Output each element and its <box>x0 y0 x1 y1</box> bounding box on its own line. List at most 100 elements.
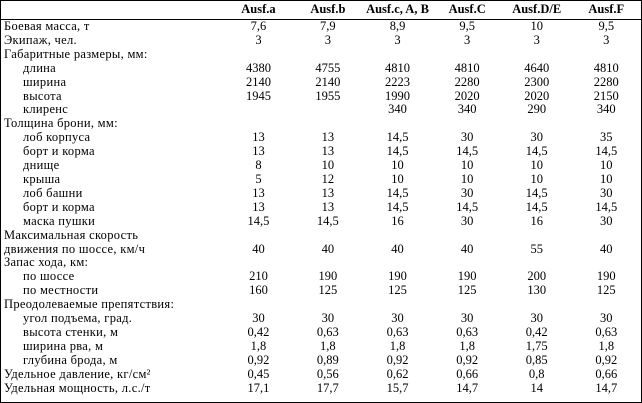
cell: 3 <box>394 32 401 47</box>
cell: 0,63 <box>316 324 339 339</box>
cell: 13 <box>252 144 265 159</box>
cell: 125 <box>318 283 338 298</box>
cell: 2140 <box>245 74 271 89</box>
cell: 1,8 <box>320 338 336 353</box>
cell: 14,5 <box>386 144 409 159</box>
table-row: клиренс 340 340 290 340 <box>1 103 641 117</box>
cell: 10 <box>460 158 474 173</box>
cell: 16 <box>391 213 404 228</box>
row-label: Удельное давление, кг/см² <box>4 366 151 381</box>
cell: 13 <box>321 199 335 214</box>
table-row: глубина брода, м 0,92 0,89 0,92 0,92 0,85 0,92 <box>1 353 641 368</box>
cell: 7,9 <box>320 19 336 33</box>
cell: 13 <box>252 130 265 145</box>
cell: 190 <box>457 269 477 284</box>
row-label: Удельная мощность, л.с./т <box>4 380 151 395</box>
cell: 10 <box>391 171 404 186</box>
cell: 30 <box>460 311 474 326</box>
cell: 210 <box>249 269 268 284</box>
cell: 4640 <box>524 60 550 75</box>
row-label: Боевая масса, т <box>4 19 90 33</box>
cell: 14,5 <box>316 213 339 228</box>
cell: 10 <box>530 158 543 173</box>
cell: 14,5 <box>525 144 548 159</box>
cell: 14,7 <box>456 380 479 395</box>
cell: 14,5 <box>386 199 409 214</box>
cell: 9,5 <box>459 19 475 33</box>
spec-table: Ausf.a Ausf.b Ausf.c, A, B Ausf.C Ausf.D/E Au… <box>1 1 641 395</box>
table-row: по шоссе 210 190 190 190 200 190 <box>1 269 641 284</box>
row-label: длина <box>23 60 57 75</box>
cell: 15,7 <box>386 380 409 395</box>
cell: 2280 <box>454 74 480 89</box>
cell: 0,42 <box>525 324 548 339</box>
table-row: Максимальная скорость движения по шоссе, … <box>1 228 641 257</box>
cell: 16 <box>530 213 543 228</box>
cell: 2150 <box>593 88 619 103</box>
table-row: длина 4380 4755 4810 4810 4640 4810 <box>1 60 641 76</box>
table-row: Преодолеваемые препятствия: <box>1 297 641 312</box>
label-line: движения по шоссе, км/ч <box>4 241 146 256</box>
cell: 190 <box>596 269 616 284</box>
cell: 3 <box>255 32 262 47</box>
row-label: ширина рва, м <box>23 338 104 353</box>
cell: 30 <box>252 311 265 326</box>
cell: 30 <box>530 311 543 326</box>
cell: 0,66 <box>456 366 479 381</box>
table-row: по местности 160 125 125 125 130 125 <box>1 283 641 298</box>
cell: 0,63 <box>595 324 618 339</box>
cell: 17,7 <box>316 380 339 395</box>
cell: 190 <box>388 269 407 284</box>
cell: 30 <box>460 213 474 228</box>
column-header: Ausf.a <box>223 1 294 20</box>
table-row: Толщина брони, мм: <box>1 116 641 131</box>
cell: 0,62 <box>386 366 409 381</box>
cell: 340 <box>388 102 407 117</box>
cell: 0,45 <box>247 366 270 381</box>
cell: 14,5 <box>595 144 618 159</box>
cell: 14,5 <box>456 144 479 159</box>
cell: 5 <box>255 171 262 186</box>
cell: 14,5 <box>595 199 618 214</box>
cell: 14,5 <box>386 130 409 145</box>
cell: 30 <box>600 213 613 228</box>
cell: 30 <box>460 130 474 145</box>
cell: 1990 <box>385 88 410 103</box>
table-row: Удельная мощность, л.с./т 17,1 17,7 15,7 14,… <box>1 380 641 396</box>
cell: 55 <box>530 241 543 256</box>
cell: 200 <box>527 269 547 284</box>
cell: 7,6 <box>250 19 267 33</box>
cell: 30 <box>600 185 613 200</box>
table-row: борт и корма 13 13 14,5 14,5 14,5 14,5 <box>1 144 641 159</box>
table-row: маска пушки 14,5 14,5 16 30 16 30 <box>1 213 641 229</box>
cell: 0,66 <box>595 366 618 381</box>
row-label: высота стенки, м <box>23 324 119 339</box>
row-label: маска пушки <box>23 213 96 228</box>
cell: 10 <box>530 171 543 186</box>
row-label: по местности <box>23 283 99 298</box>
column-header: Ausf.C <box>432 1 502 20</box>
row-label: Габаритные размеры, мм: <box>4 46 148 61</box>
column-header: Ausf.F <box>571 1 641 20</box>
cell: 2020 <box>524 88 550 103</box>
cell: 13 <box>252 185 265 200</box>
row-label: высота <box>23 88 62 103</box>
cell: 40 <box>600 241 613 256</box>
cell: 130 <box>527 283 547 298</box>
row-label: днище <box>23 158 60 173</box>
cell: 14,5 <box>525 185 548 200</box>
cell: 30 <box>391 311 404 326</box>
cell: 40 <box>391 241 404 256</box>
cell <box>224 103 293 117</box>
cell: 40 <box>321 241 335 256</box>
row-label: по шоссе <box>23 269 75 284</box>
cell: 8 <box>255 158 262 173</box>
cell: 4810 <box>385 60 410 75</box>
column-header: Ausf.b <box>293 1 363 20</box>
cell: 1,8 <box>598 338 615 353</box>
corner <box>1 1 224 20</box>
column-header: Ausf.c, A, B <box>362 1 433 20</box>
cell: 340 <box>457 102 477 117</box>
cell: 0,63 <box>386 324 409 339</box>
